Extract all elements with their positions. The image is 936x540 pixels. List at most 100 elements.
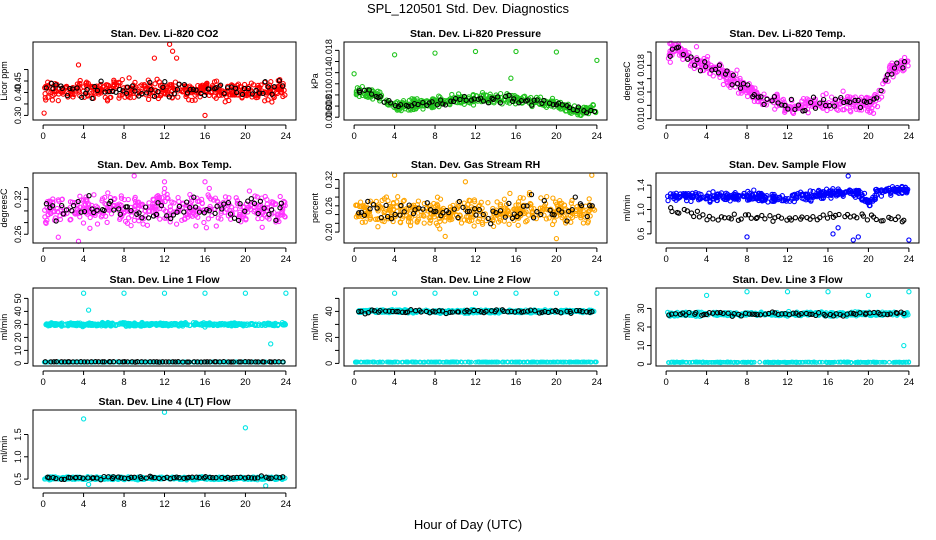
- outlier-point: [80, 290, 87, 296]
- outlier-point: [472, 48, 479, 55]
- data-point: [543, 216, 550, 222]
- data-point: [735, 90, 742, 96]
- overlay-point: [256, 90, 263, 96]
- data-point: [103, 82, 109, 88]
- outlier-point: [85, 307, 92, 313]
- data-point: [813, 103, 819, 109]
- data-point: [227, 92, 234, 98]
- outlier-point: [432, 50, 438, 56]
- overlay-point: [59, 85, 65, 92]
- data-point: [168, 81, 175, 88]
- overlay-point: [737, 85, 744, 91]
- overlay-point: [583, 110, 590, 116]
- overlay-point: [415, 101, 421, 108]
- outlier-point: [442, 233, 448, 240]
- data-point: [900, 68, 906, 74]
- data-point: [494, 199, 500, 205]
- x-tick-label: 0: [351, 254, 356, 265]
- overlay-point: [591, 108, 598, 115]
- y-tick-label: 0.32: [13, 190, 23, 208]
- data-point: [54, 81, 60, 87]
- x-tick-label: 16: [823, 254, 834, 265]
- overlay-point: [139, 90, 145, 97]
- y-tick-label: 0.018: [636, 54, 646, 77]
- panel-title: Stan. Dev. Li-820 Temp.: [729, 28, 845, 40]
- x-tick-label: 4: [81, 254, 86, 265]
- plot-frame: [32, 41, 297, 121]
- data-point: [232, 206, 239, 212]
- x-tick-label: 20: [240, 254, 251, 265]
- x-tick-label: 16: [511, 377, 522, 388]
- data-point: [804, 96, 810, 102]
- data-point: [91, 192, 97, 198]
- overlay-point: [785, 106, 791, 112]
- overlay-point: [779, 102, 785, 108]
- overlay-point: [260, 90, 266, 97]
- x-tick-label: 20: [551, 254, 562, 265]
- overlay-point: [84, 87, 90, 93]
- overlay-point: [509, 98, 516, 105]
- x-tick-label: 8: [432, 254, 437, 265]
- data-point: [262, 98, 268, 104]
- x-tick-label: 8: [121, 377, 126, 388]
- data-point: [720, 81, 727, 88]
- x-tick-label: 16: [511, 254, 522, 265]
- data-point: [357, 199, 364, 205]
- y-tick-label: 0.010: [324, 84, 334, 107]
- outlier-point: [845, 173, 851, 179]
- x-tick-label: 8: [744, 131, 749, 142]
- overlay-point: [262, 79, 268, 85]
- data-point: [268, 79, 274, 85]
- overlay-point: [894, 60, 900, 66]
- data-points: [665, 173, 912, 243]
- overlay-point: [397, 102, 404, 108]
- data-points: [41, 41, 288, 119]
- outlier-point: [693, 44, 700, 50]
- data-point: [277, 193, 283, 200]
- overlay-point: [729, 82, 735, 88]
- overlay-point: [871, 96, 877, 102]
- overlay-point: [810, 214, 816, 220]
- overlay-point: [820, 212, 826, 218]
- outlier-point: [744, 234, 750, 240]
- overlay-point: [490, 96, 496, 103]
- overlay-point: [124, 84, 131, 90]
- x-tick-label: 12: [159, 377, 170, 388]
- data-point: [144, 222, 151, 228]
- outlier-point: [835, 225, 841, 231]
- overlay-point: [838, 94, 844, 101]
- outlier-point: [594, 57, 600, 64]
- y-axis-label: ml/min: [0, 314, 9, 341]
- data-point: [375, 224, 381, 230]
- plot-frame: [655, 172, 920, 244]
- x-tick-label: 20: [240, 131, 251, 142]
- x-tick-label: 0: [40, 254, 45, 265]
- data-point: [182, 86, 188, 93]
- overlay-point: [132, 88, 138, 94]
- y-tick-label: 20: [13, 332, 23, 342]
- data-point: [853, 106, 859, 112]
- data-point: [485, 200, 491, 206]
- data-point: [858, 94, 865, 100]
- data-point: [279, 89, 285, 95]
- x-tick-label: 20: [240, 377, 251, 388]
- outlier-point: [351, 71, 357, 77]
- data-point: [546, 215, 552, 221]
- data-point: [593, 109, 599, 116]
- data-point: [858, 107, 865, 113]
- overlay-point: [109, 88, 116, 95]
- overlay-point: [792, 106, 798, 113]
- data-point: [823, 91, 829, 97]
- data-point: [154, 76, 160, 82]
- y-tick-label: 0.014: [324, 61, 334, 84]
- data-point: [104, 219, 110, 226]
- data-point: [280, 93, 286, 100]
- data-point: [471, 223, 477, 229]
- overlay-point: [691, 62, 698, 68]
- overlay-point: [895, 214, 901, 220]
- y-axis-label: ml/min: [310, 314, 320, 341]
- overlay-point: [724, 68, 730, 74]
- outlier-point: [41, 110, 47, 116]
- data-point: [507, 190, 513, 197]
